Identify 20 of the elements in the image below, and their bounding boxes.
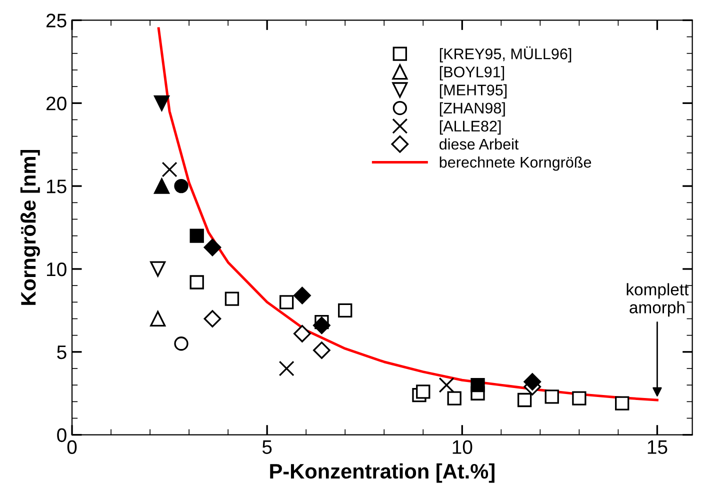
y-tick-label: 25 (46, 14, 66, 28)
y-tick-label: 10 (47, 262, 66, 276)
y-tick-label: 15 (47, 180, 66, 194)
x-axis-title: P-Konzentration [At.%] (270, 463, 494, 483)
x-tick-label: 5 (262, 440, 272, 454)
legend-label: [MEHT95] (440, 84, 507, 98)
legend-label: berechnete Korngröße (440, 156, 592, 171)
y-tick-label: 0 (57, 428, 66, 442)
y-tick-label: 20 (46, 96, 66, 110)
x-tick-label: 15 (648, 440, 668, 454)
y-tick-label: 5 (57, 346, 66, 360)
y-axis-title: Korngröße [nm] (20, 150, 40, 305)
legend-label: [KREY95, MÜLL96] (440, 46, 572, 62)
legend-label: [ZHAN98] (440, 102, 505, 117)
x-tick-label: 10 (452, 440, 472, 454)
annotation: komplett amorph (626, 283, 689, 317)
legend-label: [BOYL91] (440, 66, 504, 80)
x-tick-label: 0 (67, 440, 77, 454)
legend-label: diese Arbeit (440, 138, 519, 150)
legend-label: [ALLE82] (440, 120, 501, 135)
